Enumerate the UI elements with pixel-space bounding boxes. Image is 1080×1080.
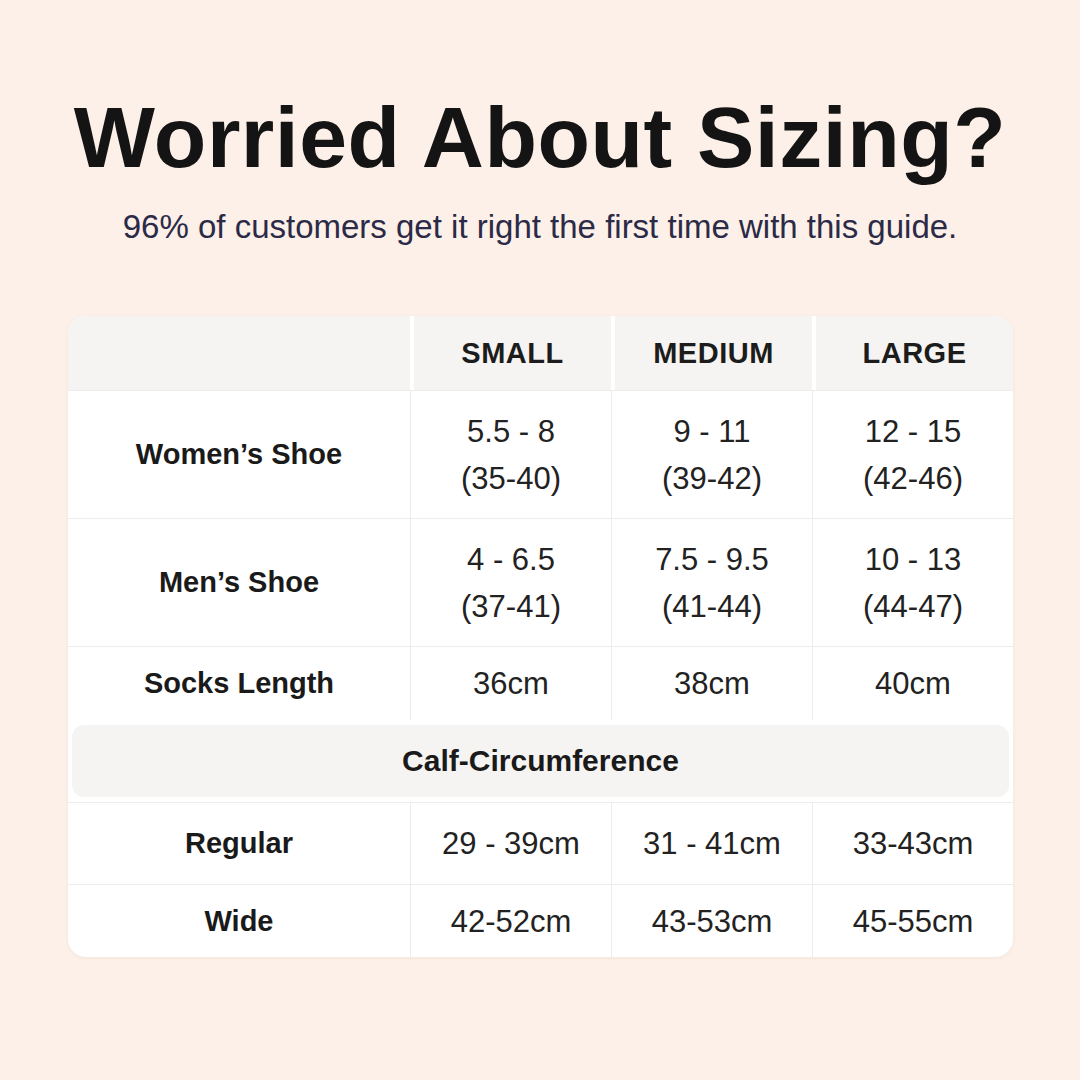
table-cell: 33-43cm <box>812 803 1013 884</box>
table-cell: 5.5 - 8 (35-40) <box>410 391 611 518</box>
page-title: Worried About Sizing? <box>0 90 1080 185</box>
row-label: Wide <box>204 905 273 938</box>
cell-value: 12 - 15 <box>865 408 962 455</box>
table-header-row: SMALL MEDIUM LARGE <box>68 316 1013 390</box>
table-row-regular: Regular 29 - 39cm 31 - 41cm 33-43cm <box>68 802 1013 885</box>
table-cell: 45-55cm <box>812 885 1013 957</box>
cell-value-eu: (42-46) <box>863 455 963 502</box>
cell-value: 9 - 11 <box>674 408 751 455</box>
table-cell: 7.5 - 9.5 (41-44) <box>611 519 812 646</box>
row-label: Men’s Shoe <box>159 566 319 599</box>
section-header-label: Calf-Circumference <box>402 744 679 778</box>
cell-value-eu: (39-42) <box>662 455 762 502</box>
cell-value: 5.5 - 8 <box>467 408 555 455</box>
cell-value-eu: (41-44) <box>662 583 762 630</box>
sizing-table-card: SMALL MEDIUM LARGE Women’s Shoe 5.5 - 8 … <box>68 316 1013 957</box>
table-row-mens-shoe: Men’s Shoe 4 - 6.5 (37-41) 7.5 - 9.5 (41… <box>68 518 1013 646</box>
cell-value: 38cm <box>674 660 750 707</box>
table-cell: 38cm <box>611 647 812 720</box>
page-subtitle: 96% of customers get it right the first … <box>0 208 1080 246</box>
table-cell: 36cm <box>410 647 611 720</box>
cell-value: 29 - 39cm <box>442 820 580 867</box>
cell-value: 33-43cm <box>853 820 974 867</box>
column-header-large-label: LARGE <box>863 337 967 370</box>
cell-value: 4 - 6.5 <box>467 536 555 583</box>
cell-value: 10 - 13 <box>865 536 962 583</box>
column-header-small-label: SMALL <box>461 337 563 370</box>
column-header-large: LARGE <box>812 316 1013 390</box>
table-cell: 10 - 13 (44-47) <box>812 519 1013 646</box>
table-row-socks-length: Socks Length 36cm 38cm 40cm <box>68 646 1013 720</box>
column-header-medium: MEDIUM <box>611 316 812 390</box>
cell-value: 40cm <box>875 660 951 707</box>
row-label: Women’s Shoe <box>136 438 342 471</box>
table-cell: 42-52cm <box>410 885 611 957</box>
cell-value: 31 - 41cm <box>643 820 781 867</box>
row-label: Regular <box>185 827 293 860</box>
row-label-cell: Wide <box>68 885 410 957</box>
column-header-small: SMALL <box>410 316 611 390</box>
cell-value: 7.5 - 9.5 <box>655 536 769 583</box>
cell-value-eu: (35-40) <box>461 455 561 502</box>
table-cell: 4 - 6.5 (37-41) <box>410 519 611 646</box>
table-cell: 43-53cm <box>611 885 812 957</box>
row-label-cell: Women’s Shoe <box>68 391 410 518</box>
table-cell: 29 - 39cm <box>410 803 611 884</box>
table-row-wide: Wide 42-52cm 43-53cm 45-55cm <box>68 885 1013 957</box>
cell-value: 42-52cm <box>451 898 572 945</box>
cell-value: 45-55cm <box>853 898 974 945</box>
cell-value-eu: (37-41) <box>461 583 561 630</box>
row-label-cell: Socks Length <box>68 647 410 720</box>
row-label: Socks Length <box>144 667 334 700</box>
header-cell-empty <box>68 316 410 390</box>
cell-value: 36cm <box>473 660 549 707</box>
section-header-calf-circumference: Calf-Circumference <box>72 725 1009 797</box>
row-label-cell: Men’s Shoe <box>68 519 410 646</box>
table-cell: 31 - 41cm <box>611 803 812 884</box>
row-label-cell: Regular <box>68 803 410 884</box>
table-cell: 12 - 15 (42-46) <box>812 391 1013 518</box>
table-row-womens-shoe: Women’s Shoe 5.5 - 8 (35-40) 9 - 11 (39-… <box>68 390 1013 518</box>
table-cell: 9 - 11 (39-42) <box>611 391 812 518</box>
cell-value-eu: (44-47) <box>863 583 963 630</box>
column-header-medium-label: MEDIUM <box>653 337 774 370</box>
table-cell: 40cm <box>812 647 1013 720</box>
cell-value: 43-53cm <box>652 898 773 945</box>
